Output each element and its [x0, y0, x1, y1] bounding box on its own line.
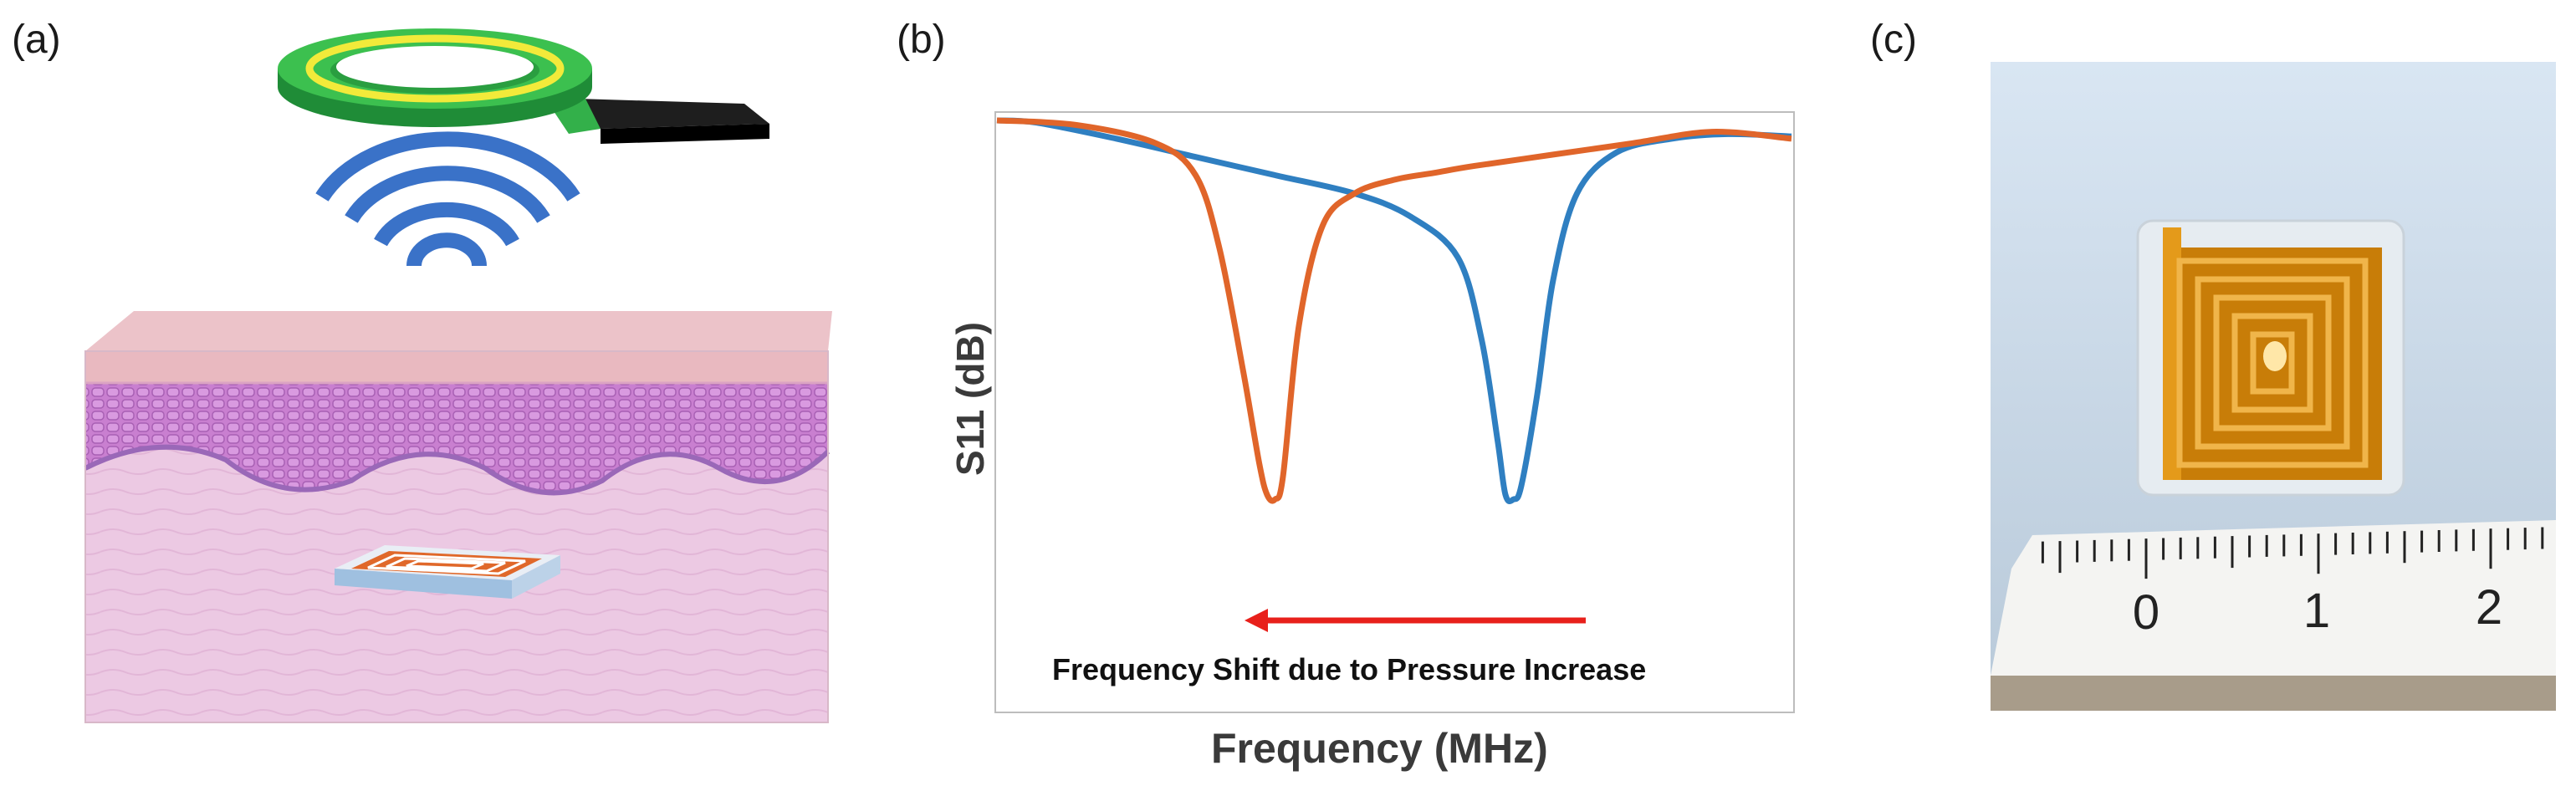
panel-label-a: (a) [12, 18, 61, 62]
implanted-coil-sensor [335, 545, 560, 599]
wireless-signal-icon [315, 131, 580, 267]
sensor-device [2136, 219, 2405, 497]
arrow-head-icon [1245, 609, 1268, 632]
panel-label-c: (c) [1870, 18, 1917, 62]
series-line-after [996, 117, 1792, 504]
ruler-label-1: 1 [2303, 584, 2330, 638]
reader-antenna [278, 28, 769, 144]
shift-annotation: Frequency Shift due to Pressure Increase [1052, 652, 1647, 686]
ruler [1991, 520, 2556, 676]
series-line-before [996, 117, 1792, 505]
skin-tissue-block [84, 311, 832, 723]
panel-a-illustration [84, 28, 832, 723]
x-axis-label: Frequency (MHz) [1211, 725, 1548, 772]
ruler-label-0: 0 [2133, 585, 2159, 640]
ruler-label-2: 2 [2476, 580, 2502, 635]
panel-label-b: (b) [897, 18, 946, 62]
plot-area [994, 111, 1795, 713]
